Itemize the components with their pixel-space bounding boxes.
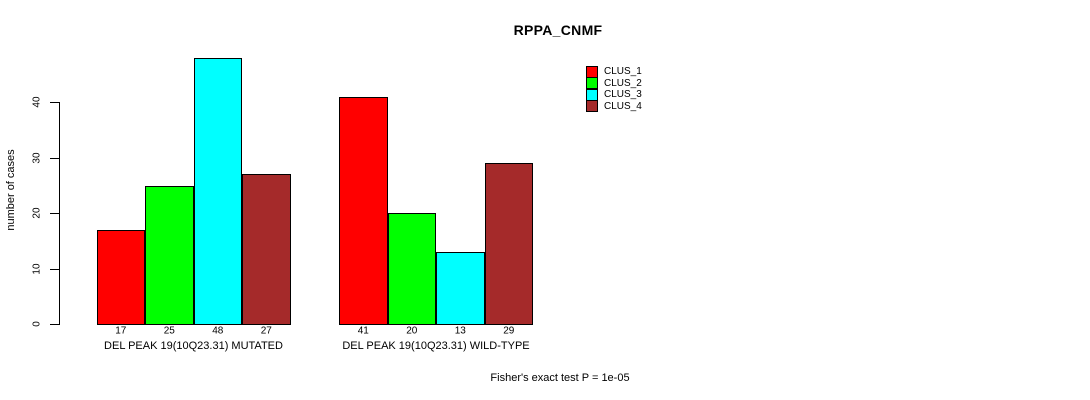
legend-item-clus_4: CLUS_4 <box>586 100 642 113</box>
y-tick-mark <box>50 324 59 325</box>
y-tick-mark <box>50 268 59 270</box>
bar-value-label: 48 <box>212 325 224 337</box>
y-axis-label: number of cases <box>5 149 17 231</box>
y-tick-label: 0 <box>31 321 43 327</box>
bar-value-label: 41 <box>357 325 369 337</box>
bar-clus_4-group1 <box>242 174 291 325</box>
bar-clus_3-group1 <box>193 58 242 325</box>
bar-clus_2-group1 <box>145 185 194 325</box>
bar-clus_4-group2 <box>484 163 533 325</box>
group-label-1: DEL PEAK 19(10Q23.31) MUTATED <box>104 340 283 352</box>
bar-value-label: 20 <box>406 325 418 337</box>
y-tick-label: 40 <box>31 96 43 108</box>
legend-label: CLUS_4 <box>604 100 642 112</box>
legend-swatch-icon <box>586 100 598 113</box>
bar-clus_1-group1 <box>96 229 145 325</box>
y-tick-label: 30 <box>31 152 43 164</box>
bar-clus_3-group2 <box>436 251 485 325</box>
y-tick-mark <box>50 102 59 104</box>
legend: CLUS_1 CLUS_2 CLUS_3 CLUS_4 <box>586 65 642 113</box>
y-tick-label: 10 <box>31 263 43 275</box>
legend-label: CLUS_2 <box>604 77 642 89</box>
legend-swatch-icon <box>586 88 598 101</box>
bar-value-label: 25 <box>163 325 175 337</box>
bar-value-label: 27 <box>260 325 272 337</box>
legend-item-clus_3: CLUS_3 <box>586 88 642 101</box>
chart-title: RPPA_CNMF <box>513 22 603 38</box>
legend-item-clus_1: CLUS_1 <box>586 65 642 78</box>
bar-clus_2-group2 <box>387 213 436 325</box>
y-tick-label: 20 <box>31 207 43 219</box>
legend-swatch-icon <box>586 65 598 78</box>
legend-swatch-icon <box>586 77 598 90</box>
legend-item-clus_2: CLUS_2 <box>586 77 642 90</box>
legend-label: CLUS_1 <box>604 66 642 78</box>
bar-clus_1-group2 <box>339 96 388 325</box>
bar-value-label: 13 <box>454 325 466 337</box>
legend-label: CLUS_3 <box>604 89 642 101</box>
group-label-2: DEL PEAK 19(10Q23.31) WILD-TYPE <box>342 340 530 352</box>
y-axis-line <box>59 102 60 325</box>
bar-value-label: 29 <box>503 325 515 337</box>
y-tick-mark <box>50 157 59 159</box>
bar-value-label: 17 <box>115 325 127 337</box>
y-tick-mark <box>50 213 59 215</box>
footer-annotation: Fisher's exact test P = 1e-05 <box>490 372 630 384</box>
